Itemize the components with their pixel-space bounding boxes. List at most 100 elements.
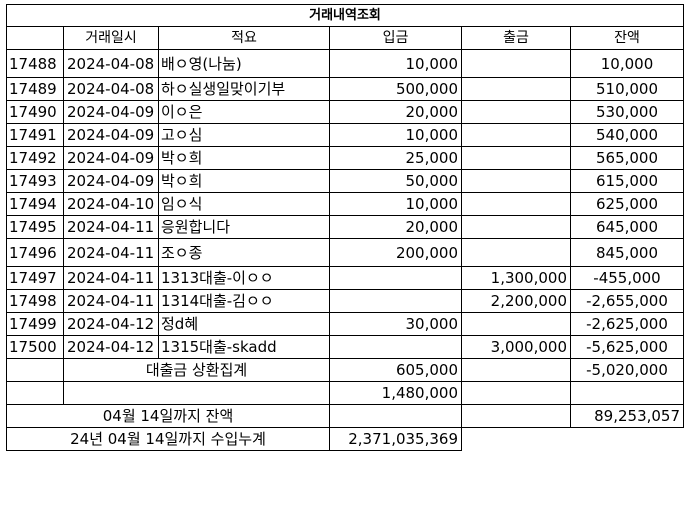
row-balance: 615,000 — [569, 169, 685, 193]
header-date: 거래일시 — [63, 26, 159, 50]
table-row: 17494 2024-04-10 임ㅇ식 10,000 625,000 — [6, 192, 685, 216]
row-withdrawal — [461, 123, 571, 147]
row-date: 2024-04-08 — [63, 49, 159, 78]
row-memo: 배ㅇ영(나눔) — [158, 49, 330, 78]
row-withdrawal — [461, 312, 571, 336]
loan-summary-row: 대출금 상환집계 605,000 -5,020,000 — [6, 358, 685, 382]
row-date: 2024-04-09 — [63, 146, 159, 170]
row-memo: 박ㅇ희 — [158, 146, 330, 170]
row-balance: 540,000 — [569, 123, 685, 147]
row-memo: 임ㅇ식 — [158, 192, 330, 216]
row-number: 17493 — [6, 169, 64, 193]
loan-summary-spacer — [6, 358, 64, 382]
row-withdrawal — [461, 49, 571, 78]
row-date: 2024-04-09 — [63, 169, 159, 193]
row-date: 2024-04-08 — [63, 77, 159, 101]
row-balance: -455,000 — [569, 266, 685, 290]
loan-summary-balance: -5,020,000 — [569, 358, 685, 382]
row-balance: 625,000 — [569, 192, 685, 216]
row-date: 2024-04-11 — [63, 215, 159, 239]
balance-row: 04월 14일까지 잔액 89,253,057 — [6, 404, 685, 428]
row-date: 2024-04-11 — [63, 289, 159, 313]
table-row: 17493 2024-04-09 박ㅇ희 50,000 615,000 — [6, 169, 685, 193]
row-balance: 530,000 — [569, 100, 685, 124]
row-withdrawal — [461, 238, 571, 267]
row-memo: 1314대출-김ㅇㅇ — [158, 289, 330, 313]
row-number: 17490 — [6, 100, 64, 124]
header-memo: 적요 — [158, 26, 330, 50]
row-deposit: 200,000 — [329, 238, 462, 267]
row-number: 17494 — [6, 192, 64, 216]
balance-value: 89,253,057 — [569, 404, 685, 428]
row-withdrawal — [461, 146, 571, 170]
row-deposit: 20,000 — [329, 215, 462, 239]
row-memo: 1313대출-이ㅇㅇ — [158, 266, 330, 290]
table-row: 17500 2024-04-12 1315대출-skadd 3,000,000 -5,6… — [6, 335, 685, 359]
row-memo: 응원합니다 — [158, 215, 330, 239]
row-deposit — [329, 289, 462, 313]
row-deposit: 500,000 — [329, 77, 462, 101]
row-number: 17498 — [6, 289, 64, 313]
table-row: 17489 2024-04-08 하ㅇ실생일맞이기부 500,000 510,000 — [6, 77, 685, 101]
row-balance: -2,625,000 — [569, 312, 685, 336]
table-row: 17491 2024-04-09 고ㅇ심 10,000 540,000 — [6, 123, 685, 147]
table-row: 17495 2024-04-11 응원합니다 20,000 645,000 — [6, 215, 685, 239]
subtotal-spacer-1 — [6, 381, 64, 405]
transaction-table: 거래내역조회 거래일시 적요 입금 출금 잔액 17488 2024-04-08 배… — [5, 4, 685, 451]
row-withdrawal — [461, 169, 571, 193]
header-row: 거래일시 적요 입금 출금 잔액 — [6, 26, 685, 50]
row-number: 17488 — [6, 49, 64, 78]
row-number: 17499 — [6, 312, 64, 336]
cumulative-row: 24년 04월 14일까지 수입누계 2,371,035,369 — [6, 427, 684, 451]
row-deposit: 30,000 — [329, 312, 462, 336]
cumulative-value: 2,371,035,369 — [329, 427, 462, 451]
row-withdrawal: 2,200,000 — [461, 289, 571, 313]
row-deposit: 10,000 — [329, 49, 462, 78]
row-deposit: 25,000 — [329, 146, 462, 170]
row-withdrawal — [461, 100, 571, 124]
row-memo: 박ㅇ희 — [158, 169, 330, 193]
row-date: 2024-04-12 — [63, 312, 159, 336]
loan-summary-label: 대출금 상환집계 — [63, 358, 330, 382]
row-withdrawal: 1,300,000 — [461, 266, 571, 290]
row-balance: 645,000 — [569, 215, 685, 239]
header-no — [6, 26, 64, 50]
subtotal-balance — [569, 381, 685, 405]
row-number: 17496 — [6, 238, 64, 267]
row-deposit: 50,000 — [329, 169, 462, 193]
row-deposit: 10,000 — [329, 123, 462, 147]
subtotal-withdrawal — [461, 381, 571, 405]
balance-label: 04월 14일까지 잔액 — [6, 404, 330, 428]
table-row: 17498 2024-04-11 1314대출-김ㅇㅇ 2,200,000 -2,655… — [6, 289, 685, 313]
header-balance: 잔액 — [569, 26, 685, 50]
table-row: 17492 2024-04-09 박ㅇ희 25,000 565,000 — [6, 146, 685, 170]
row-balance: -2,655,000 — [569, 289, 685, 313]
row-date: 2024-04-09 — [63, 100, 159, 124]
row-memo: 1315대출-skadd — [158, 335, 330, 359]
row-number: 17492 — [6, 146, 64, 170]
subtotal-row: 1,480,000 — [6, 381, 685, 405]
row-balance: 565,000 — [569, 146, 685, 170]
row-deposit: 10,000 — [329, 192, 462, 216]
row-balance: 10,000 — [569, 49, 685, 78]
cumulative-label: 24년 04월 14일까지 수입누계 — [6, 427, 330, 451]
row-deposit — [329, 266, 462, 290]
table-row: 17497 2024-04-11 1313대출-이ㅇㅇ 1,300,000 -455,0… — [6, 266, 685, 290]
row-number: 17500 — [6, 335, 64, 359]
row-number: 17495 — [6, 215, 64, 239]
row-withdrawal — [461, 77, 571, 101]
row-deposit: 20,000 — [329, 100, 462, 124]
loan-summary-deposit: 605,000 — [329, 358, 462, 382]
row-number: 17497 — [6, 266, 64, 290]
row-memo: 하ㅇ실생일맞이기부 — [158, 77, 330, 101]
transaction-sheet: 거래내역조회 거래일시 적요 입금 출금 잔액 17488 2024-04-08 배… — [5, 4, 685, 451]
row-date: 2024-04-10 — [63, 192, 159, 216]
row-balance: 845,000 — [569, 238, 685, 267]
row-date: 2024-04-11 — [63, 266, 159, 290]
balance-spacer-1 — [329, 404, 462, 428]
sheet-title: 거래내역조회 — [5, 4, 685, 27]
table-row: 17490 2024-04-09 이ㅇ은 20,000 530,000 — [6, 100, 685, 124]
balance-spacer-2 — [461, 404, 571, 428]
header-deposit: 입금 — [329, 26, 462, 50]
row-memo: 이ㅇ은 — [158, 100, 330, 124]
